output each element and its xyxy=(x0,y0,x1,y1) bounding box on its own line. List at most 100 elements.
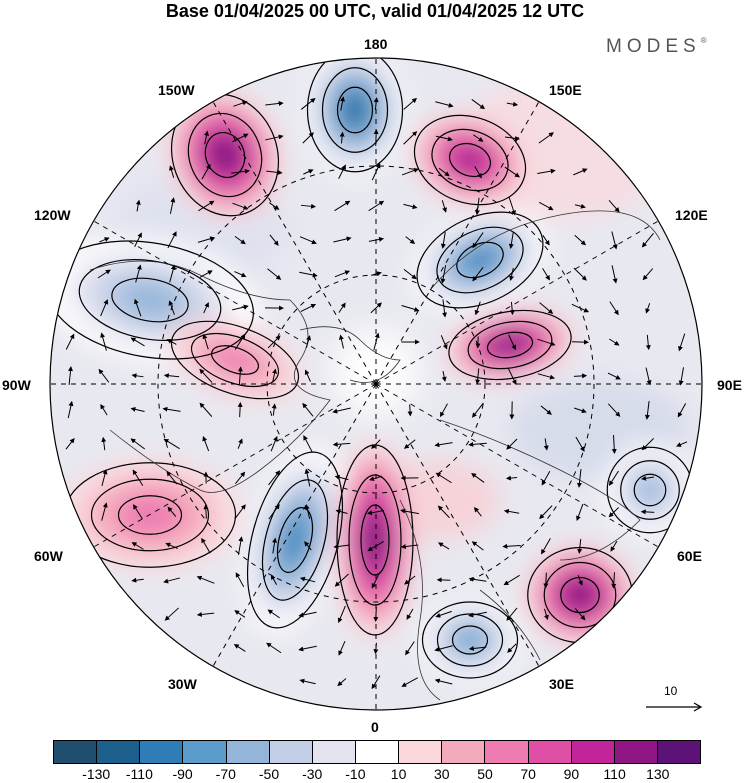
lon-label-60e: 60E xyxy=(677,548,702,564)
wind-vector xyxy=(468,611,487,618)
wind-vector xyxy=(167,231,177,249)
wind-vector xyxy=(401,677,419,687)
wind-vector xyxy=(338,641,346,656)
wind-vector xyxy=(265,100,284,106)
height-contour xyxy=(416,211,544,309)
wind-vector xyxy=(101,469,108,486)
colorbar-cell xyxy=(97,741,141,763)
wind-vector xyxy=(267,609,280,619)
wind-vector xyxy=(435,135,453,142)
wind-vector xyxy=(132,504,143,520)
colorbar-tick-label: 90 xyxy=(563,766,580,782)
wind-vector xyxy=(234,504,246,520)
wind-vector xyxy=(130,438,146,450)
wind-vector xyxy=(503,508,520,514)
wind-vector xyxy=(474,301,481,316)
wind-vector xyxy=(577,538,583,554)
wind-vector xyxy=(472,232,484,249)
lon-label-30w: 30W xyxy=(168,676,197,692)
lon-label-120w: 120W xyxy=(34,207,71,223)
wind-vector xyxy=(507,643,517,653)
wind-vector xyxy=(645,303,651,314)
wind-vector xyxy=(237,366,243,385)
wind-vector xyxy=(304,468,311,487)
anomaly-north-pacific-low xyxy=(346,99,364,121)
wind-vector xyxy=(304,504,311,519)
colorbar-tick-label: 50 xyxy=(477,766,493,782)
wind-vector xyxy=(508,231,514,249)
wind-vector xyxy=(475,368,481,385)
wind-vector xyxy=(272,537,278,554)
latitude-circle xyxy=(157,165,595,603)
wind-vector xyxy=(508,197,516,216)
wind-vector xyxy=(131,542,144,550)
wind-vector xyxy=(608,470,619,486)
wind-vector xyxy=(574,234,587,246)
wind-vector xyxy=(232,304,249,311)
height-contour xyxy=(543,561,617,629)
wind-vector xyxy=(165,542,178,549)
wind-vector xyxy=(401,168,419,176)
coastline xyxy=(399,499,441,701)
wind-vector xyxy=(509,301,515,316)
wind-vector xyxy=(302,132,314,144)
colorbar-cell xyxy=(614,741,658,763)
wind-vector xyxy=(400,508,419,515)
meridian-line xyxy=(375,383,659,548)
wind-vector xyxy=(405,641,415,656)
wind-vector xyxy=(202,435,210,452)
colorbar-cell xyxy=(269,741,313,763)
wind-vector xyxy=(442,299,448,318)
wind-vector xyxy=(302,402,314,417)
wind-vector xyxy=(196,575,215,584)
wind-vector xyxy=(506,607,518,621)
coastline xyxy=(479,589,541,661)
lon-label-60w: 60W xyxy=(34,548,63,564)
wind-vector xyxy=(434,678,453,685)
height-contour xyxy=(448,309,572,381)
wind-vector xyxy=(539,302,554,315)
wind-vector xyxy=(502,543,521,549)
height-contour xyxy=(413,114,527,206)
colorbar-cell xyxy=(485,741,529,763)
wind-vector xyxy=(610,540,618,552)
wind-vector xyxy=(607,372,621,380)
wind-vector xyxy=(371,675,381,690)
wind-vector xyxy=(237,438,243,449)
lon-label-0: 0 xyxy=(371,719,379,735)
wind-vector xyxy=(438,167,450,177)
wind-vector xyxy=(231,168,250,174)
colorbar-tick-label: 70 xyxy=(520,766,536,782)
wind-vector xyxy=(403,131,418,145)
wind-vector xyxy=(303,169,314,175)
wind-vector xyxy=(543,438,549,451)
height-contour xyxy=(421,601,519,679)
wind-vector xyxy=(298,645,317,652)
wind-vector xyxy=(641,438,655,451)
wind-vector xyxy=(237,401,243,418)
wind-vector xyxy=(99,237,110,243)
colorbar-cell xyxy=(183,741,227,763)
colorbar-tick-label: -90 xyxy=(172,766,193,782)
wind-vector xyxy=(403,439,416,449)
height-contour xyxy=(321,67,389,153)
wind-vector xyxy=(299,678,316,685)
height-contour xyxy=(431,128,509,192)
wind-vector xyxy=(471,472,485,483)
wind-vector xyxy=(608,507,620,518)
coastline xyxy=(429,210,661,291)
wind-vector xyxy=(403,203,418,210)
wind-vector xyxy=(537,338,556,346)
lon-label-30e: 30E xyxy=(549,676,574,692)
wind-vector xyxy=(440,232,446,249)
height-contour xyxy=(620,460,680,520)
wind-vector xyxy=(504,135,520,141)
wind-vector xyxy=(542,235,550,246)
wind-vector xyxy=(609,338,620,346)
wind-vector xyxy=(65,437,75,450)
wind-vector xyxy=(166,339,177,345)
wind-vector xyxy=(303,435,313,453)
wind-vector xyxy=(573,168,588,176)
wind-vector xyxy=(201,537,211,554)
height-contour xyxy=(560,576,600,614)
